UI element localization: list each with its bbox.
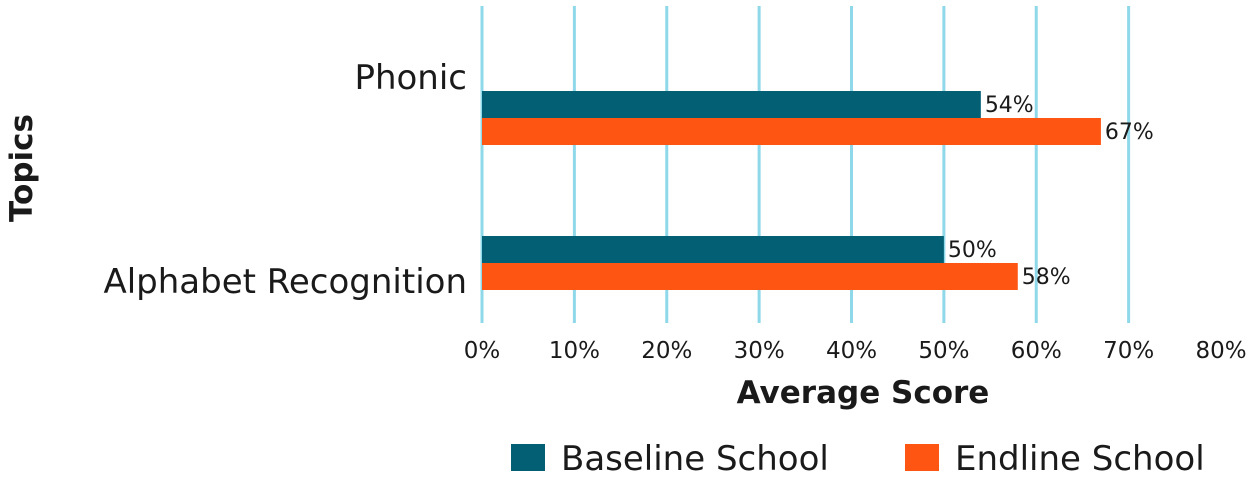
- x-tick-label-2: 20%: [641, 338, 692, 364]
- legend: Baseline School Endline School: [511, 439, 1205, 479]
- bar-endline-school-0: [482, 118, 1101, 145]
- value-labels: 54% 67% 50% 58%: [948, 93, 1154, 290]
- legend-swatch-0: [511, 444, 545, 471]
- value-label-1-1: 58%: [1022, 265, 1071, 290]
- bar-baseline-school-0: [482, 91, 981, 118]
- value-label-0-1: 50%: [948, 238, 997, 263]
- x-tick-label-8: 80%: [1195, 338, 1246, 364]
- legend-label-1: Endline School: [955, 439, 1205, 477]
- x-tick-label-1: 10%: [549, 338, 600, 364]
- x-tick-label-7: 70%: [1103, 338, 1154, 364]
- x-tick-label-6: 60%: [1011, 338, 1062, 364]
- bars: [482, 91, 1101, 290]
- x-tick-label-0: 0%: [464, 338, 501, 364]
- category-label-1: Alphabet Recognition: [103, 262, 467, 302]
- legend-label-0: Baseline School: [561, 439, 829, 477]
- y-axis-title: Topics: [4, 114, 40, 222]
- x-axis-title: Average Score: [737, 375, 990, 411]
- x-tick-label-3: 30%: [734, 338, 785, 364]
- value-label-0-0: 54%: [985, 93, 1034, 118]
- x-tick-labels: 0% 10% 20% 30% 40% 50% 60% 70% 80%: [464, 338, 1247, 364]
- x-tick-label-5: 50%: [918, 338, 969, 364]
- bar-baseline-school-1: [482, 236, 944, 263]
- bar-endline-school-1: [482, 263, 1018, 290]
- category-label-0: Phonic: [354, 58, 467, 98]
- x-tick-label-4: 40%: [826, 338, 877, 364]
- gridlines: [480, 6, 1131, 323]
- category-labels: Phonic Alphabet Recognition: [103, 58, 467, 302]
- legend-swatch-1: [905, 444, 939, 471]
- value-label-1-0: 67%: [1105, 120, 1154, 145]
